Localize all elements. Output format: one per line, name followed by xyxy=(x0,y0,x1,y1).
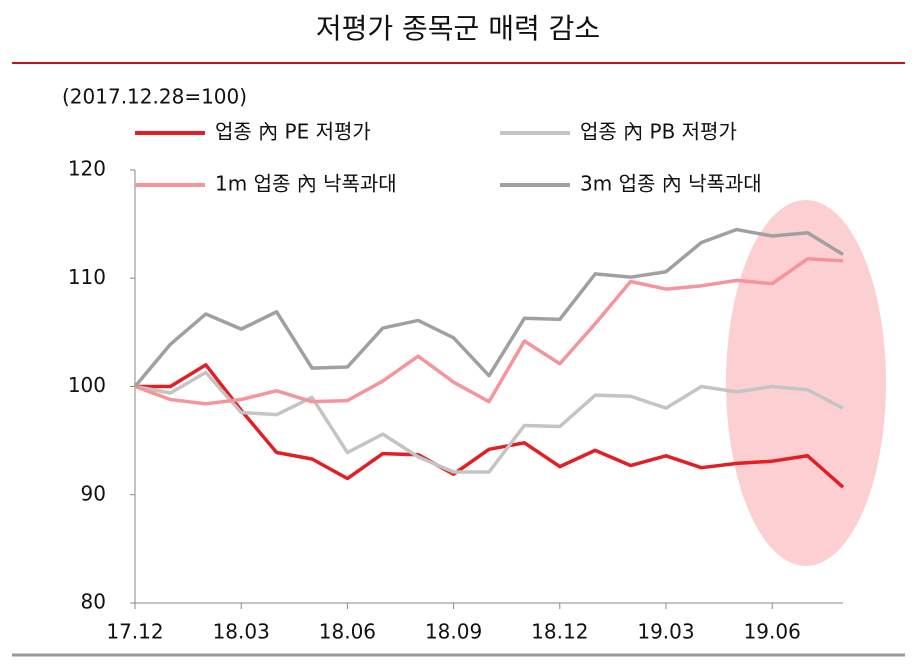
x-tick-label: 17.12 xyxy=(106,620,163,644)
y-tick-label: 100 xyxy=(68,373,106,397)
highlight-ellipse xyxy=(726,200,886,566)
y-tick-label: 80 xyxy=(81,590,106,614)
series-line xyxy=(133,227,844,388)
y-tick-label: 110 xyxy=(68,265,106,289)
legend-label: 3m 업종 內 낙폭과대 xyxy=(580,172,762,196)
chart-title: 저평가 종목군 매력 감소 xyxy=(316,12,600,45)
legend-label: 업종 內 PB 저평가 xyxy=(580,120,737,144)
x-tick-label: 18.03 xyxy=(213,620,270,644)
series-line xyxy=(134,257,844,406)
x-tick-label: 18.12 xyxy=(531,620,588,644)
legend-label: 업종 內 PE 저평가 xyxy=(215,120,371,144)
x-tick-label: 18.09 xyxy=(425,620,482,644)
subtitle: (2017.12.28=100) xyxy=(62,85,247,109)
y-tick-label: 120 xyxy=(68,157,106,181)
x-tick-label: 18.06 xyxy=(319,620,376,644)
legend-label: 1m 업종 內 낙폭과대 xyxy=(215,172,397,196)
x-tick-label: 19.06 xyxy=(744,620,801,644)
series-line xyxy=(134,370,844,474)
y-tick-label: 90 xyxy=(81,481,106,505)
x-tick-label: 19.03 xyxy=(637,620,694,644)
series-line xyxy=(135,363,845,489)
